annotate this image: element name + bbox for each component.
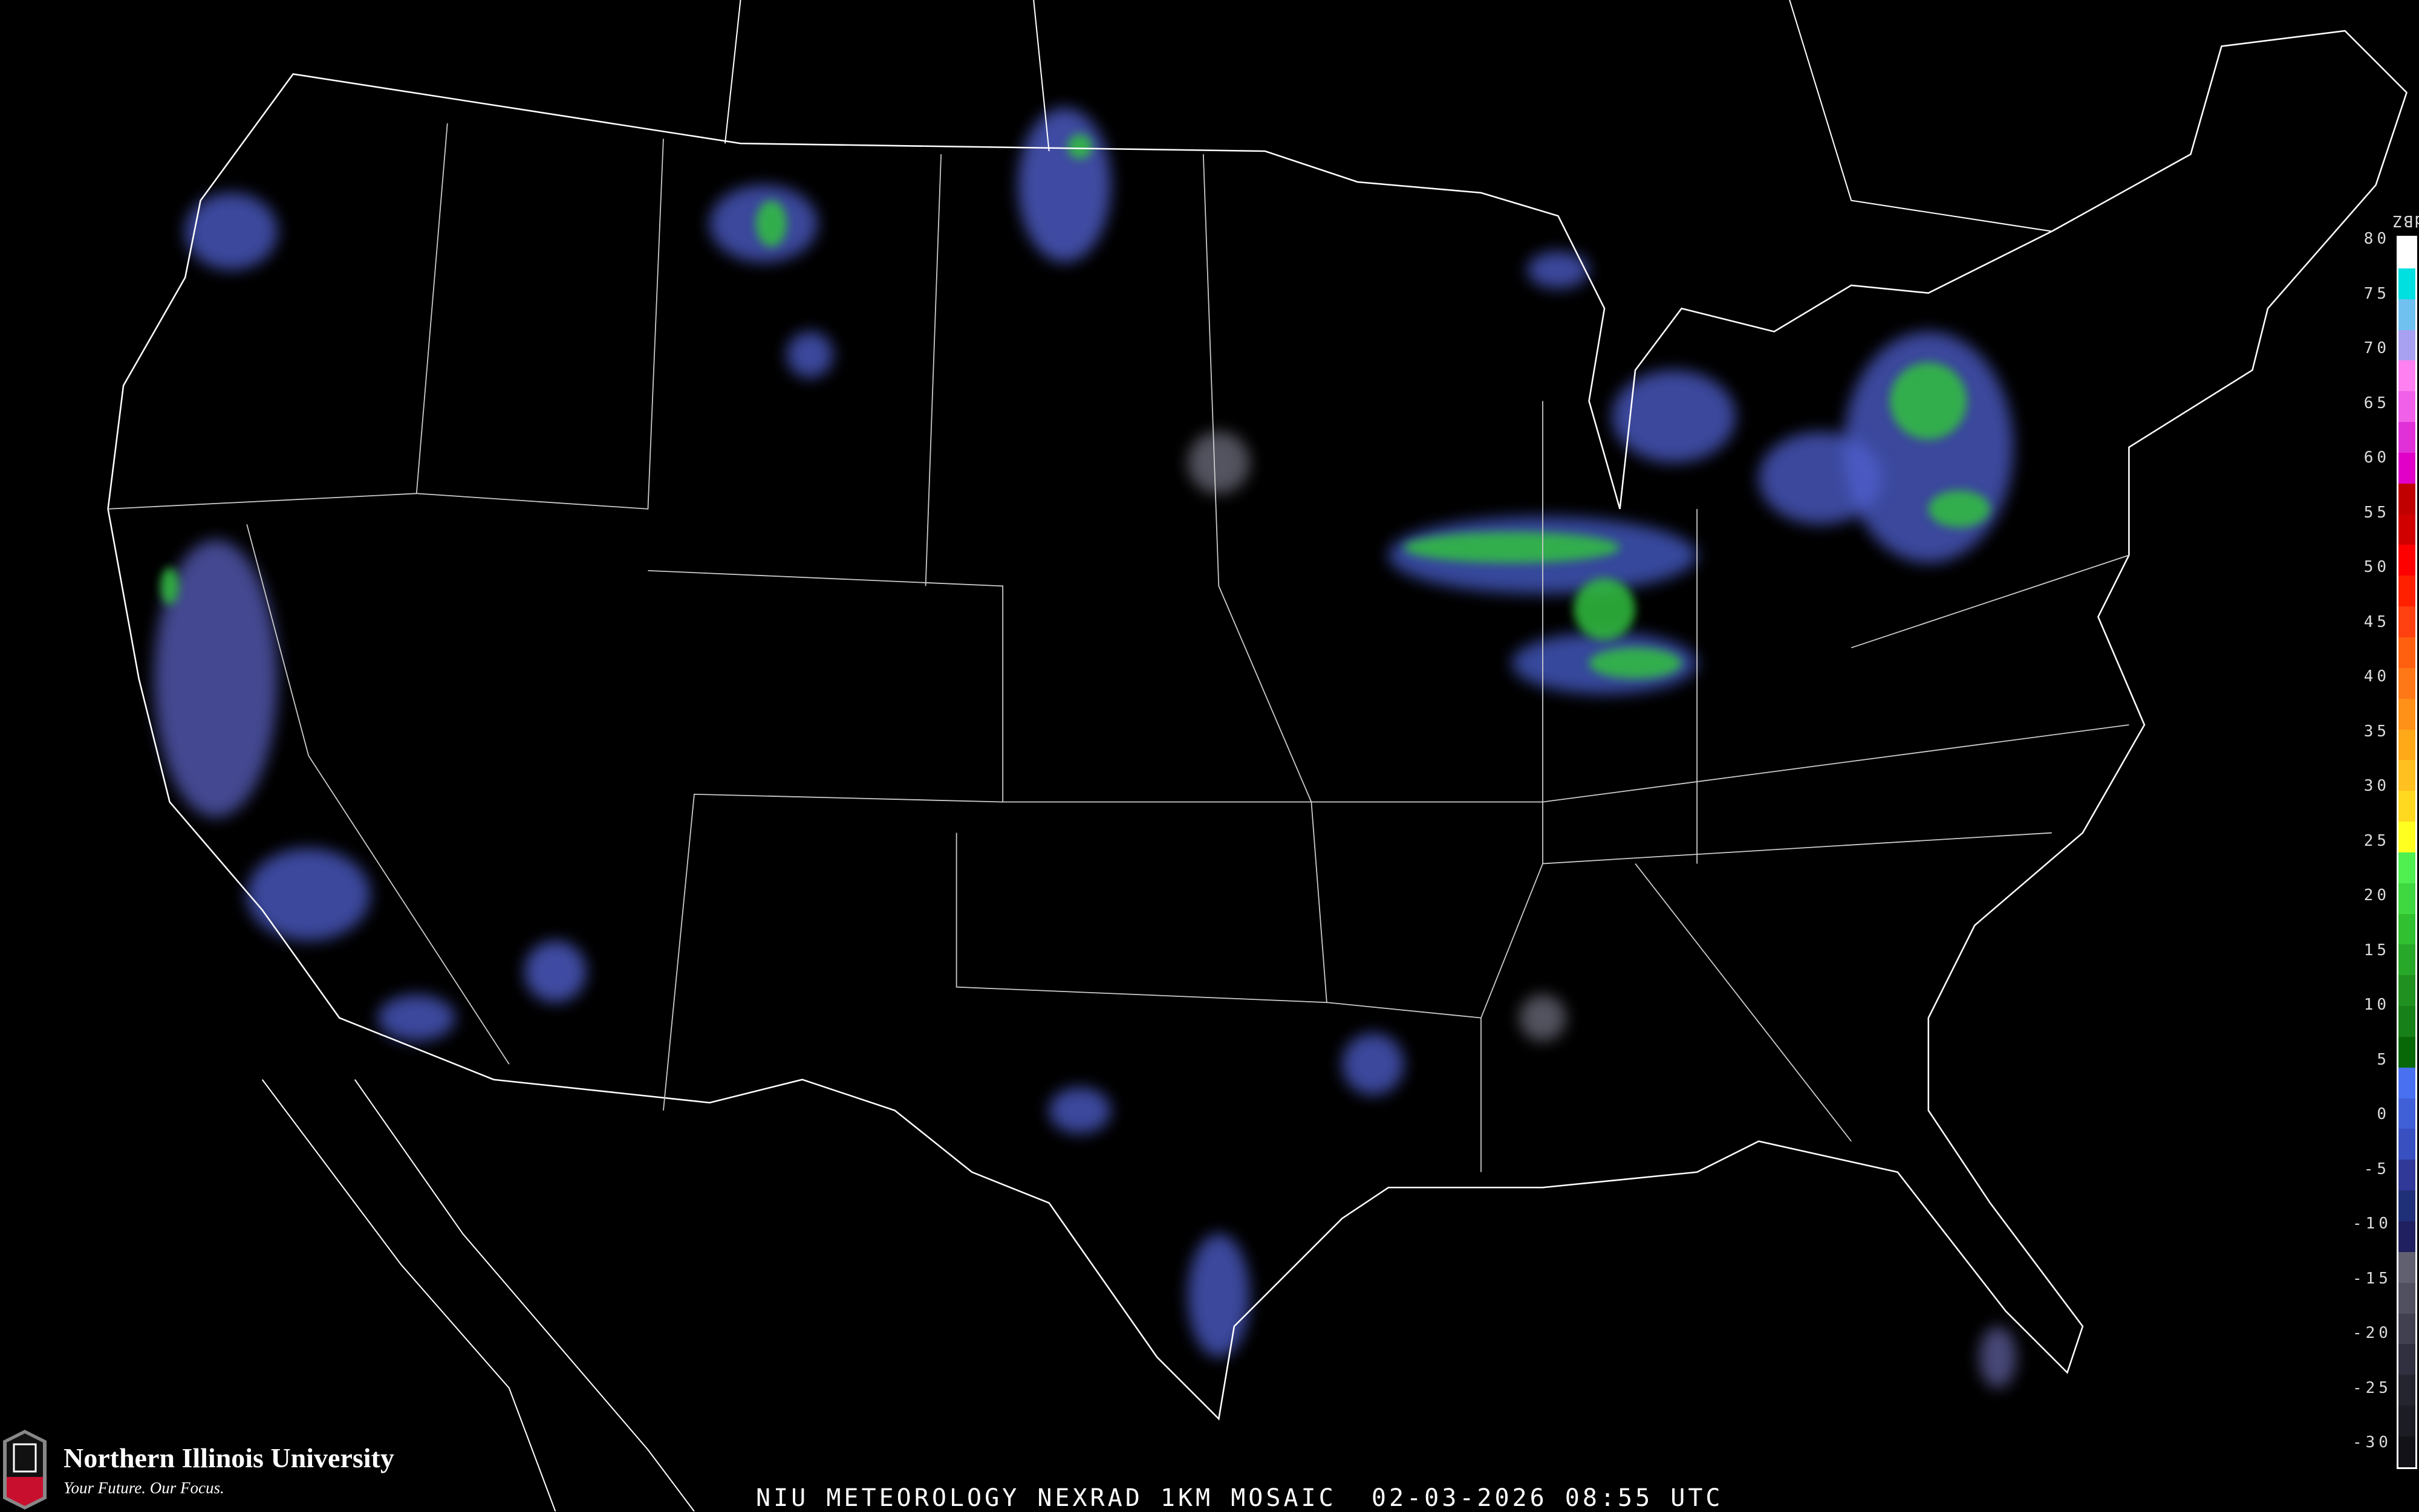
legend-color-step — [2398, 483, 2415, 514]
legend-color-step — [2398, 1160, 2415, 1191]
radar-echo-moderate — [1589, 647, 1682, 679]
legend-tick-label: -20 — [2352, 1324, 2392, 1342]
legend-tick-label: -5 — [2363, 1160, 2390, 1178]
legend-color-step — [2398, 1006, 2415, 1037]
legend-tick-label: 70 — [2363, 339, 2390, 357]
radar-echo-moderate — [1928, 490, 1990, 528]
radar-echo — [154, 539, 278, 818]
niu-shield-icon — [3, 1430, 47, 1510]
legend-color-step — [2398, 360, 2415, 392]
canada-mexico-coast — [261, 0, 2053, 1511]
legend-tick-label: 15 — [2363, 941, 2390, 959]
legend-color-step — [2398, 268, 2415, 299]
state-borders — [108, 123, 2129, 1172]
legend-tick-label: 10 — [2363, 996, 2390, 1014]
legend-color-step — [2398, 329, 2415, 361]
legend-tick-label: 60 — [2363, 449, 2390, 467]
legend-color-step — [2398, 1282, 2415, 1314]
legend-color-step — [2398, 514, 2415, 545]
legend-tick-label: 45 — [2363, 612, 2390, 631]
legend-color-step — [2398, 1190, 2415, 1221]
legend-color-step — [2398, 1375, 2415, 1406]
legend-color-step — [2398, 1313, 2415, 1345]
legend-color-step — [2398, 391, 2415, 423]
legend-color-step — [2398, 822, 2415, 852]
legend-color-step — [2398, 1344, 2415, 1375]
legend-color-step — [2398, 791, 2415, 822]
legend-tick-label: 5 — [2377, 1050, 2390, 1069]
us-outline — [107, 30, 2408, 1421]
legend-color-step — [2398, 545, 2415, 576]
radar-echo — [1049, 1087, 1111, 1134]
legend-tick-label: 80 — [2363, 230, 2390, 248]
legend-color-step — [2398, 422, 2415, 453]
legend-color-step — [2398, 1036, 2415, 1068]
legend-color-step — [2398, 238, 2415, 268]
legend-tick-label: 40 — [2363, 667, 2390, 686]
legend-color-step — [2398, 1129, 2415, 1160]
radar-echo — [247, 848, 371, 941]
legend-tick-label: 0 — [2377, 1105, 2390, 1123]
legend-color-step — [2398, 1098, 2415, 1129]
radar-echo-moderate — [756, 200, 787, 247]
radar-echo — [1188, 432, 1250, 494]
radar-echo — [1979, 1326, 2017, 1388]
radar-echo — [787, 331, 833, 378]
legend-color-step — [2398, 852, 2415, 883]
legend-color-step — [2398, 452, 2415, 484]
legend-tick-label: -30 — [2352, 1433, 2392, 1452]
legend-unit: dBZ — [2392, 212, 2419, 230]
legend-color-step — [2398, 299, 2415, 330]
legend-color-step — [2398, 760, 2415, 791]
radar-echo — [1018, 108, 1111, 262]
radar-echo — [1342, 1033, 1404, 1095]
legend-tick-label: 50 — [2363, 558, 2390, 576]
legend-color-step — [2398, 1251, 2415, 1283]
university-name: Northern Illinois University — [63, 1442, 394, 1473]
radar-echo — [1519, 994, 1566, 1041]
radar-echo — [1759, 432, 1883, 525]
legend-color-step — [2398, 1221, 2415, 1252]
legend-tick-label: 35 — [2363, 722, 2390, 741]
legend-color-step — [2398, 667, 2415, 699]
niu-logo: Northern Illinois University Your Future… — [3, 1430, 394, 1510]
radar-echo-moderate — [1067, 134, 1093, 159]
legend-tick-label: -10 — [2352, 1215, 2392, 1233]
legend-color-step — [2398, 729, 2415, 761]
legend-tick-label: 55 — [2363, 503, 2390, 522]
legend-tick-label: 75 — [2363, 284, 2390, 303]
legend-tick-label: 65 — [2363, 394, 2390, 412]
legend-tick-label: 25 — [2363, 831, 2390, 850]
legend-tick-label: 20 — [2363, 886, 2390, 904]
radar-echo-moderate — [160, 567, 179, 605]
radar-echo — [1612, 370, 1736, 463]
legend-tick-label: 30 — [2363, 777, 2390, 795]
legend-color-step — [2398, 1067, 2415, 1098]
radar-echo-moderate — [1574, 578, 1636, 640]
legend-color-step — [2398, 1406, 2415, 1436]
reflectivity-color-scale — [2397, 236, 2417, 1469]
radar-echo — [1188, 1233, 1250, 1357]
legend-tick-label: -25 — [2352, 1378, 2392, 1397]
legend-color-step — [2398, 975, 2415, 1007]
legend-color-step — [2398, 606, 2415, 637]
legend-color-step — [2398, 1436, 2415, 1467]
map-caption: NIU METEOROLOGY NEXRAD 1KM MOSAIC 02-03-… — [756, 1484, 1724, 1512]
legend-color-step — [2398, 913, 2415, 945]
university-tagline: Your Future. Our Focus. — [63, 1479, 224, 1497]
radar-echo-moderate — [1404, 532, 1620, 563]
radar-echo-moderate — [1890, 362, 1967, 440]
legend-color-step — [2398, 883, 2415, 914]
radar-echoes — [154, 108, 2017, 1388]
radar-echo — [1527, 251, 1589, 289]
legend-tick-label: -15 — [2352, 1269, 2392, 1288]
legend-color-step — [2398, 698, 2415, 730]
radar-echo — [524, 941, 587, 1003]
legend-color-step — [2398, 944, 2415, 976]
legend-color-step — [2398, 576, 2415, 607]
radar-echo — [185, 192, 278, 270]
legend-color-step — [2398, 637, 2415, 668]
radar-echo — [378, 994, 455, 1041]
